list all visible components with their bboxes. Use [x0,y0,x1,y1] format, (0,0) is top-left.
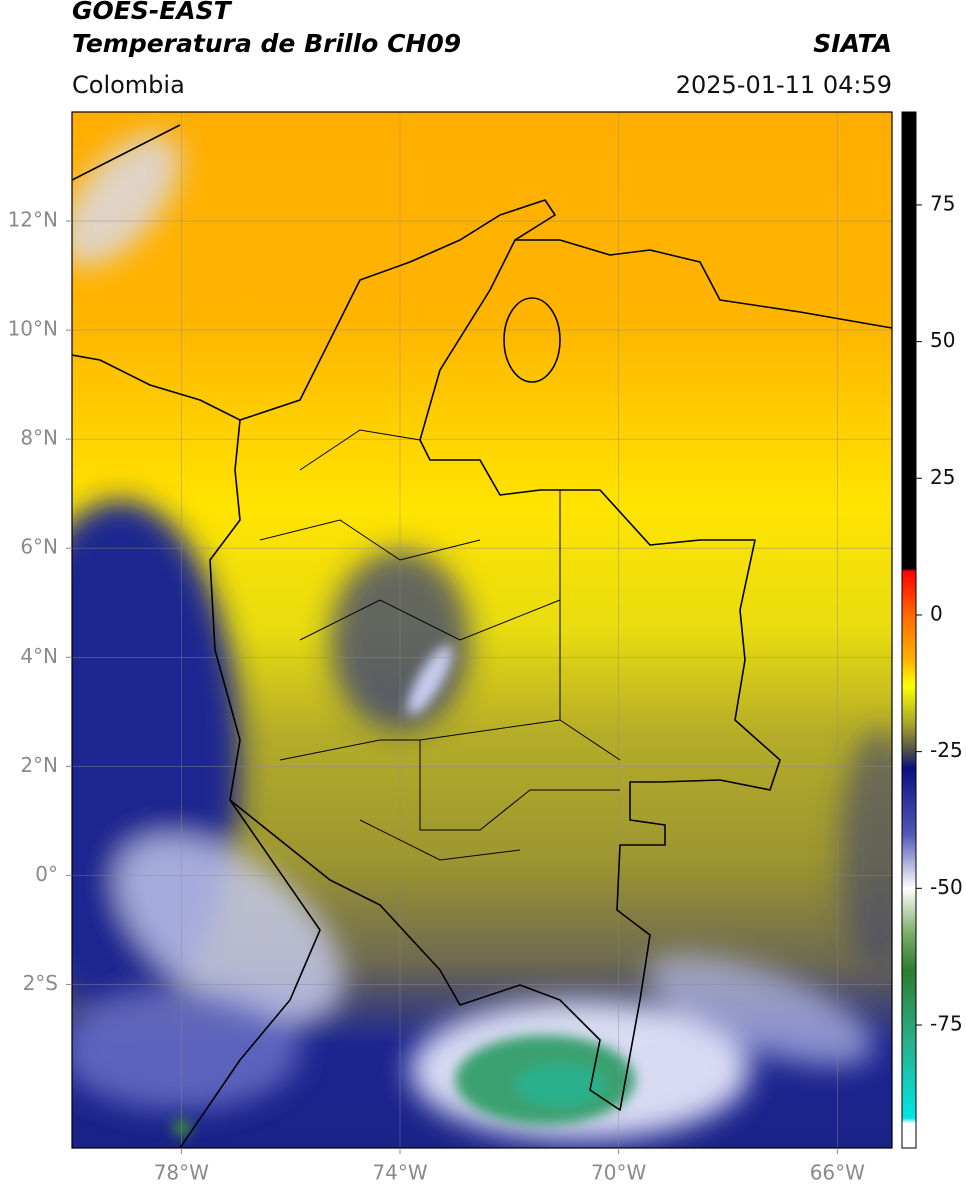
cloud [840,730,892,970]
cloud-fields [72,133,892,1140]
coast [72,124,181,181]
colorbar-tick-label: -50 [930,875,963,899]
cloud [515,1063,605,1107]
cloud [407,644,453,716]
colorbar-tick-label: 75 [930,191,955,215]
lake-maracaibo [503,297,561,383]
cloud [646,954,874,1066]
colorbar-tick-label: -75 [930,1011,963,1035]
source: SIATA [813,29,892,58]
y-tick-label: 12°N [8,208,58,232]
y-tick-label: 10°N [8,317,58,341]
y-tick-label: 2°N [20,753,58,777]
y-tick-label: 2°S [23,971,58,995]
x-tick-label: 70°W [591,1161,646,1185]
title: GOES-EAST [72,0,233,25]
panama-coast [72,354,241,421]
venezuela-coast [515,239,892,329]
colorbar-tick-label: 50 [930,328,955,352]
colorbar-tick-label: -25 [930,738,963,762]
datetime: 2025-01-11 04:59 [676,71,892,99]
colombia-border [209,199,781,1111]
y-tick-label: 0° [35,862,58,886]
y-tick-label: 6°N [20,535,58,559]
graticule [72,112,892,1148]
cloud [72,133,180,267]
borders [72,124,892,1148]
x-tick-label: 66°W [810,1161,865,1185]
colorbar-tick-label: 0 [930,601,943,625]
x-tick-label: 78°W [154,1161,209,1185]
x-tick-label: 74°W [372,1161,427,1185]
imagery [72,112,892,1148]
map-frame [71,111,893,1149]
y-tick-label: 4°N [20,644,58,668]
subtitle: Temperatura de Brillo CH09 [72,29,461,58]
cold-tops [173,644,635,1137]
cloud [72,990,300,1110]
department-borders [259,429,621,861]
colorbar [901,111,917,1149]
colorbar-ticks: 75 50 25 0 -25 -50 -75 [916,191,963,1035]
y-tick-label: 8°N [20,426,58,450]
cloud [116,835,344,1025]
map-ticks: 78°W 74°W 70°W 66°W 12°N 10°N 8°N 6°N 4°N 2°N 0° 2°… [8,208,866,1185]
cloud [173,1119,191,1137]
region: Colombia [72,71,185,99]
colorbar-tick-label: 25 [930,465,955,489]
ecuador-peru-border [179,799,321,1148]
